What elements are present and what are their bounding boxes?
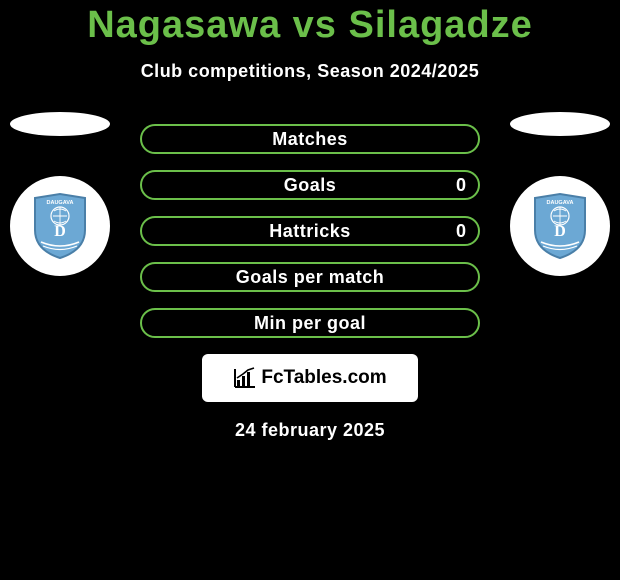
svg-text:D: D xyxy=(54,223,66,240)
page-title: Nagasawa vs Silagadze xyxy=(0,4,620,47)
club-badge-right: DAUGAVA D xyxy=(510,176,610,276)
stat-label: Hattricks xyxy=(269,221,351,242)
flag-placeholder-left xyxy=(10,112,110,136)
stat-row-goals-per-match: Goals per match xyxy=(140,262,480,292)
stat-row-goals: Goals 0 xyxy=(140,170,480,200)
club-badge-left: DAUGAVA D xyxy=(10,176,110,276)
brand-text: FcTables.com xyxy=(261,367,386,389)
date-label: 24 february 2025 xyxy=(0,420,620,441)
stat-value-right: 0 xyxy=(456,175,466,196)
flag-placeholder-right xyxy=(510,112,610,136)
player1-badge: DAUGAVA D xyxy=(10,112,110,252)
stat-rows: Matches Goals 0 Hattricks 0 Goals per ma… xyxy=(140,124,480,338)
shield-icon: DAUGAVA D xyxy=(531,192,589,260)
svg-text:DAUGAVA: DAUGAVA xyxy=(547,200,574,206)
comparison-card: Nagasawa vs Silagadze Club competitions,… xyxy=(0,0,620,441)
brand-box[interactable]: FcTables.com xyxy=(202,354,418,402)
vs-separator: vs xyxy=(293,4,337,46)
chart-icon xyxy=(233,367,257,389)
player2-badge: DAUGAVA D xyxy=(510,112,610,252)
subtitle: Club competitions, Season 2024/2025 xyxy=(0,61,620,82)
svg-text:D: D xyxy=(554,223,566,240)
stat-value-right: 0 xyxy=(456,221,466,242)
player2-name: Silagadze xyxy=(349,4,533,46)
stat-row-hattricks: Hattricks 0 xyxy=(140,216,480,246)
stat-row-min-per-goal: Min per goal xyxy=(140,308,480,338)
shield-icon: DAUGAVA D xyxy=(31,192,89,260)
stat-label: Goals per match xyxy=(236,267,385,288)
stats-area: DAUGAVA D DAUGAVA D xyxy=(0,124,620,441)
player1-name: Nagasawa xyxy=(87,4,281,46)
stat-row-matches: Matches xyxy=(140,124,480,154)
stat-label: Matches xyxy=(272,129,348,150)
stat-label: Min per goal xyxy=(254,313,366,334)
stat-label: Goals xyxy=(284,175,337,196)
svg-text:DAUGAVA: DAUGAVA xyxy=(47,200,74,206)
